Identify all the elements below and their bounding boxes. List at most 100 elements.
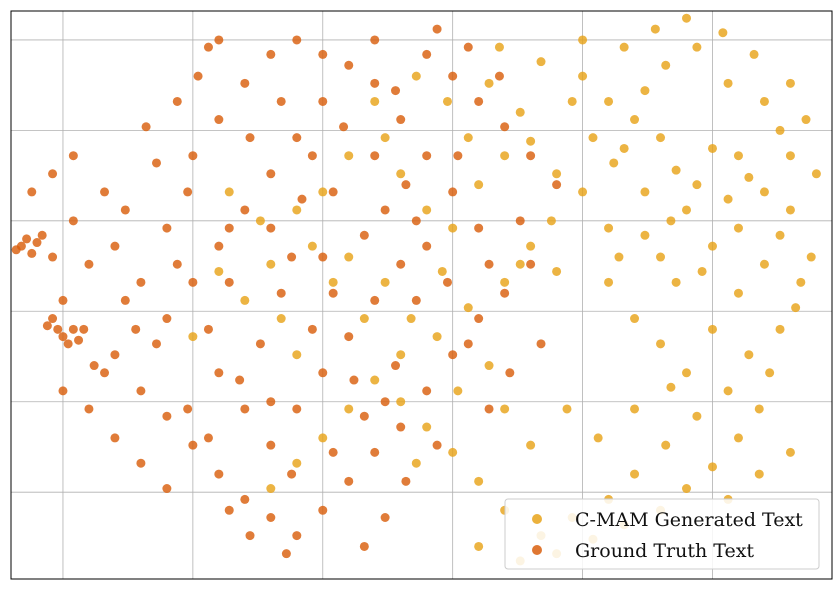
point-ground-truth-130 (53, 324, 63, 334)
point-generated-100 (494, 42, 504, 52)
point-generated-43 (396, 350, 406, 360)
legend-marker-ground-truth (532, 545, 542, 555)
point-generated-136 (666, 216, 676, 226)
point-ground-truth-10 (110, 350, 120, 360)
point-generated-85 (707, 462, 717, 472)
point-generated-9 (619, 143, 629, 153)
point-ground-truth-89 (484, 404, 494, 414)
point-ground-truth-63 (214, 35, 224, 45)
point-ground-truth-49 (188, 151, 198, 161)
point-generated-92 (546, 216, 556, 226)
point-generated-125 (437, 266, 447, 276)
point-ground-truth-25 (500, 288, 510, 298)
point-generated-89 (640, 230, 650, 240)
point-generated-122 (344, 252, 354, 262)
point-generated-86 (733, 433, 743, 443)
point-ground-truth-136 (172, 96, 182, 106)
point-ground-truth-40 (214, 368, 224, 378)
point-ground-truth-138 (224, 223, 234, 233)
point-ground-truth-103 (266, 223, 276, 233)
point-ground-truth-44 (318, 368, 328, 378)
point-generated-72 (396, 397, 406, 407)
point-ground-truth-70 (84, 404, 94, 414)
point-generated-119 (224, 187, 234, 197)
point-ground-truth-117 (203, 433, 213, 443)
point-generated-62 (692, 411, 702, 421)
point-generated-124 (406, 314, 416, 324)
point-ground-truth-38 (188, 277, 198, 287)
point-ground-truth-137 (193, 71, 203, 81)
point-ground-truth-106 (391, 86, 401, 96)
point-generated-112 (791, 303, 801, 313)
point-generated-14 (661, 60, 671, 70)
point-generated-115 (276, 314, 286, 324)
point-ground-truth-42 (266, 440, 276, 450)
point-generated-126 (562, 404, 572, 414)
point-generated-37 (344, 151, 354, 161)
point-generated-6 (744, 172, 754, 182)
point-generated-2 (723, 194, 733, 204)
point-ground-truth-100 (120, 295, 130, 305)
point-generated-7 (682, 205, 692, 215)
point-generated-5 (656, 133, 666, 143)
point-generated-111 (806, 252, 816, 262)
point-generated-48 (552, 266, 562, 276)
point-ground-truth-85 (432, 440, 442, 450)
point-generated-56 (775, 230, 785, 240)
legend-marker-generated (532, 514, 542, 524)
point-generated-94 (484, 361, 494, 371)
point-generated-114 (266, 259, 276, 269)
point-ground-truth-67 (162, 484, 172, 494)
point-generated-107 (749, 49, 759, 59)
point-ground-truth-30 (396, 115, 406, 125)
point-generated-113 (765, 368, 775, 378)
scatter-points (11, 13, 821, 566)
point-generated-32 (448, 223, 458, 233)
point-ground-truth-133 (74, 335, 84, 345)
point-generated-29 (484, 78, 494, 88)
point-ground-truth-80 (359, 230, 369, 240)
point-ground-truth-76 (255, 339, 265, 349)
point-generated-4 (733, 151, 743, 161)
point-generated-76 (292, 458, 302, 468)
point-ground-truth-139 (287, 252, 297, 262)
point-generated-135 (640, 187, 650, 197)
point-generated-64 (630, 469, 640, 479)
point-ground-truth-37 (214, 241, 224, 251)
point-ground-truth-33 (318, 96, 328, 106)
point-ground-truth-64 (68, 151, 78, 161)
point-generated-18 (775, 125, 785, 135)
point-ground-truth-104 (297, 194, 307, 204)
point-ground-truth-126 (32, 238, 42, 248)
point-ground-truth-91 (536, 339, 546, 349)
point-ground-truth-57 (448, 71, 458, 81)
point-generated-116 (240, 295, 250, 305)
point-generated-42 (359, 314, 369, 324)
point-generated-75 (318, 433, 328, 443)
point-ground-truth-7 (48, 252, 58, 262)
point-generated-99 (411, 71, 421, 81)
point-ground-truth-16 (266, 512, 276, 522)
point-generated-36 (370, 96, 380, 106)
point-ground-truth-12 (162, 411, 172, 421)
point-ground-truth-81 (380, 205, 390, 215)
point-generated-74 (344, 404, 354, 414)
point-ground-truth-79 (328, 288, 338, 298)
point-generated-47 (526, 241, 536, 251)
point-generated-131 (500, 404, 510, 414)
point-generated-134 (785, 447, 795, 457)
point-ground-truth-115 (391, 361, 401, 371)
plot-frame (10, 10, 833, 580)
point-generated-23 (656, 252, 666, 262)
point-ground-truth-51 (240, 78, 250, 88)
point-generated-22 (707, 241, 717, 251)
point-ground-truth-65 (48, 169, 58, 179)
point-generated-70 (448, 447, 458, 457)
point-ground-truth-0 (110, 241, 120, 251)
point-generated-53 (707, 324, 717, 334)
point-generated-95 (453, 386, 463, 396)
point-ground-truth-66 (27, 187, 37, 197)
point-generated-61 (723, 386, 733, 396)
point-ground-truth-95 (370, 151, 380, 161)
